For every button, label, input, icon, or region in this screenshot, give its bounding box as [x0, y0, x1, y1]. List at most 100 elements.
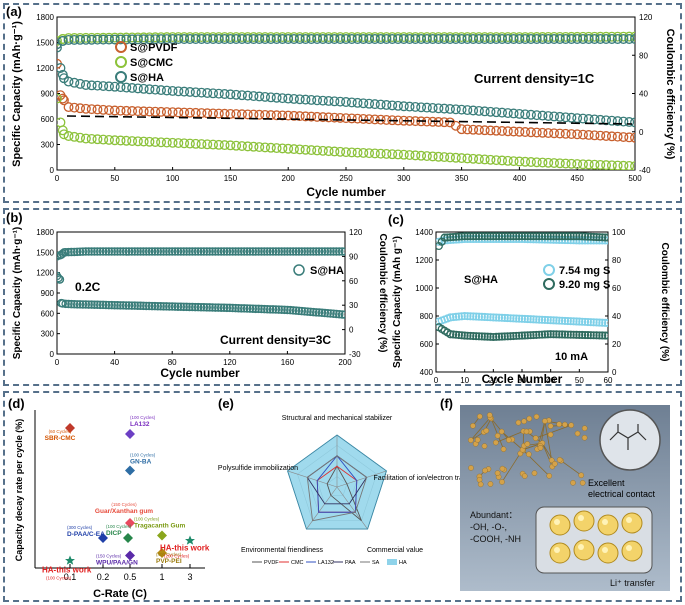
data-point: [87, 247, 96, 256]
radar-spoke: [306, 486, 338, 530]
particle-highlight: [626, 545, 632, 551]
panel-d-ylabel: Capacity decay rate per cycle (%): [14, 419, 24, 562]
x-tick-label: 50: [110, 174, 119, 183]
data-point: [445, 152, 455, 163]
radar-series-sa: [306, 455, 368, 522]
data-point: [306, 111, 317, 122]
network-node: [548, 457, 555, 464]
data-point: [502, 126, 513, 137]
data-point: [341, 147, 351, 158]
data-point: [332, 247, 341, 256]
data-point: [595, 130, 606, 141]
network-node: [537, 445, 544, 451]
data-point: [184, 87, 195, 97]
contact-text-line1: Excellent: [588, 478, 625, 488]
data-point: [346, 147, 357, 158]
data-point: [109, 34, 120, 45]
data-point: [606, 160, 617, 170]
data-point: [93, 300, 102, 310]
data-point: [529, 330, 538, 340]
data-point: [317, 145, 328, 156]
network-bond: [490, 418, 510, 441]
panel-b-x-ticks: 0 40 80 120 160 200: [55, 351, 352, 367]
data-point: [589, 232, 598, 241]
data-point: [242, 141, 253, 152]
data-point: [486, 313, 495, 322]
y-tick-label: 900: [41, 289, 55, 298]
data-point: [474, 332, 484, 341]
data-point: [456, 34, 467, 44]
data-point: [127, 301, 137, 310]
x-tick-label: 60: [604, 376, 613, 385]
data-point: [317, 247, 327, 256]
data-point: [98, 81, 109, 91]
data-point: [150, 106, 161, 117]
data-point: [555, 232, 564, 241]
radar-spoke: [336, 470, 387, 488]
data-point: [472, 232, 481, 241]
data-point: [563, 232, 572, 241]
data-point: [268, 305, 278, 314]
sulfur-particle: [573, 510, 595, 532]
panel-c-xlabel: Cycle Number: [482, 372, 563, 386]
data-point: [104, 300, 114, 310]
data-point: [283, 143, 294, 154]
data-point: [329, 309, 338, 318]
data-point: [208, 34, 219, 44]
data-point: [110, 247, 119, 256]
y2-tick-label: 120: [639, 13, 653, 22]
radar-spoke: [287, 470, 338, 488]
data-point: [624, 161, 635, 170]
data-point: [297, 306, 307, 316]
data-point: [283, 93, 294, 104]
particle-highlight: [602, 547, 608, 553]
data-point: [231, 140, 242, 151]
data-point: [167, 137, 178, 148]
data-point: [335, 96, 346, 107]
panel-b-y-ticks: 0 300 600 900 1200 1500 1800: [36, 228, 60, 359]
y-tick-label: 0: [50, 350, 55, 359]
panel-b-xlabel: Cycle number: [160, 366, 240, 380]
data-point: [449, 330, 458, 339]
data-point: [358, 34, 369, 44]
data-point: [618, 160, 629, 170]
data-point: [317, 95, 328, 106]
data-point: [329, 247, 338, 256]
data-point: [242, 247, 252, 256]
x-tick-label: 0: [434, 376, 439, 385]
point-cycles: (150 Cycles): [96, 554, 122, 559]
data-point: [231, 247, 240, 256]
panel-a-y2-ticks: -40 0 40 80 120: [632, 13, 653, 175]
data-point: [144, 136, 155, 147]
data-point: [190, 302, 200, 312]
data-point: [603, 331, 608, 340]
data-point: [179, 34, 190, 44]
data-point: [520, 232, 529, 241]
data-point: [592, 318, 601, 327]
data-point: [58, 299, 68, 308]
data-point: [473, 154, 484, 165]
network-node: [468, 437, 474, 443]
x-tick-label: 450: [571, 174, 585, 183]
data-point: [87, 300, 96, 309]
data-point: [283, 305, 292, 315]
data-point: [132, 106, 143, 117]
data-point: [466, 232, 475, 241]
data-point: [572, 129, 583, 140]
y-tick-label: 400: [420, 368, 434, 377]
data-point: [537, 127, 548, 138]
data-point: [446, 233, 455, 242]
data-point: [460, 311, 469, 321]
data-point: [254, 34, 265, 44]
data-point: [560, 128, 571, 139]
data-point: [323, 146, 334, 157]
y2-tick-label: 0: [349, 326, 354, 335]
panel-e-legend: PVDF CMC LA132 PAA SA HA: [252, 559, 407, 566]
data-point: [502, 108, 513, 119]
data-point: [144, 247, 154, 256]
data-point: [311, 247, 321, 256]
y-tick-label: 1200: [36, 64, 54, 73]
data-point: [566, 158, 577, 169]
data-point: [283, 34, 294, 44]
